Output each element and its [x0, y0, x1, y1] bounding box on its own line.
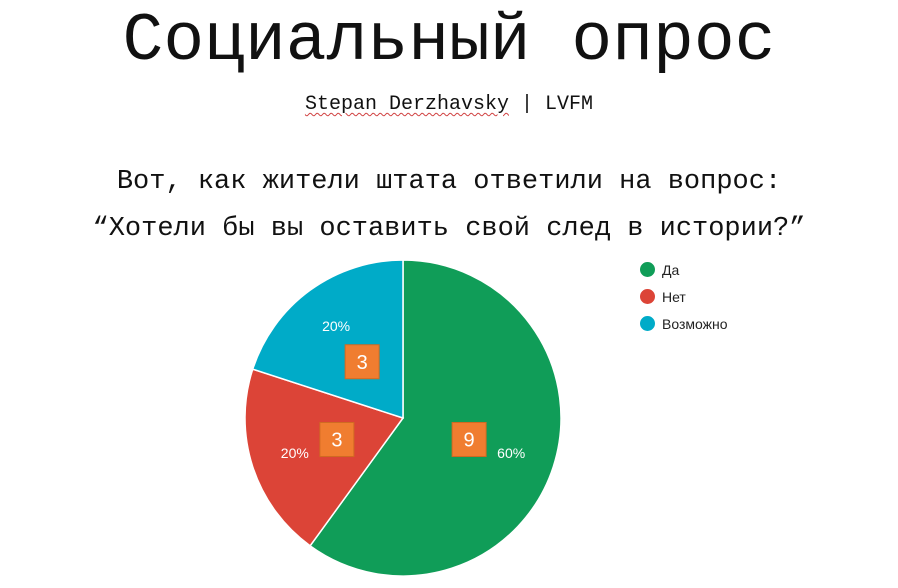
- legend-label-maybe: Возможно: [662, 315, 728, 332]
- question-text: “Хотели бы вы оставить свой след в истор…: [92, 214, 806, 244]
- legend-item-yes: Да: [640, 256, 728, 283]
- page-title: Социальный опрос: [122, 3, 776, 80]
- count-badge-value-yes: 9: [464, 429, 475, 451]
- count-badge-maybe: 3: [344, 344, 380, 380]
- pie-slice-yes: [309, 259, 562, 577]
- pie-percent-label-yes: 60%: [497, 445, 525, 461]
- author-name: Stepan Derzhavsky: [304, 93, 509, 116]
- legend-dot-no: [640, 289, 655, 304]
- pie-percent-label-maybe: 20%: [322, 318, 350, 334]
- legend-item-maybe: Возможно: [640, 310, 728, 337]
- count-badge-box-yes: [451, 421, 487, 457]
- legend-label-no: Нет: [662, 288, 686, 305]
- pie-percent-label-no: 20%: [281, 445, 309, 461]
- pie-slice-no: [244, 368, 405, 547]
- legend-dot-yes: [640, 262, 655, 277]
- page-subtitle: Stepan Derzhavsky | LVFM: [0, 92, 898, 118]
- count-badge-box-maybe: [344, 344, 380, 380]
- count-badge-yes: 9: [451, 421, 487, 457]
- question-intro: Вот, как жители штата ответили на вопрос…: [116, 167, 782, 197]
- legend-item-no: Нет: [640, 283, 728, 310]
- count-badge-value-maybe: 3: [357, 352, 368, 374]
- count-badge-no: 3: [319, 421, 355, 457]
- chart-legend: Да Нет Возможно: [640, 256, 728, 337]
- legend-dot-maybe: [640, 316, 655, 331]
- organization-name: LVFM: [545, 93, 594, 116]
- count-badge-value-no: 3: [331, 429, 342, 451]
- count-badge-box-no: [319, 421, 355, 457]
- subtitle-separator: |: [509, 93, 546, 116]
- legend-label-yes: Да: [662, 261, 680, 278]
